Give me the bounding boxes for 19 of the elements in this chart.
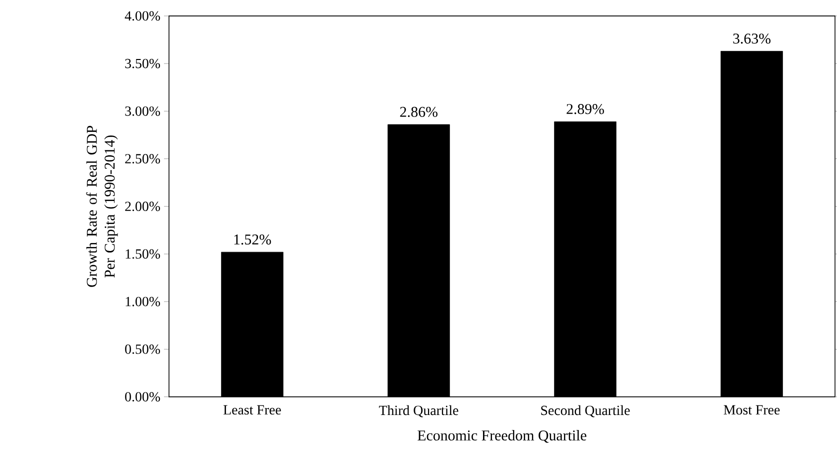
y-tick-label: 2.00%	[125, 202, 160, 212]
x-tick-label: Third Quartile	[379, 405, 458, 418]
x-tick-label: Second Quartile	[541, 405, 630, 418]
x-tick-label: Most Free	[724, 405, 780, 415]
y-tick-label: 3.50%	[125, 59, 160, 68]
y-tick-label: 1.50%	[126, 249, 160, 259]
y-tick-label: 4.00%	[124, 11, 160, 21]
y-tick-label: 1.00%	[126, 297, 160, 307]
x-tick-label: Least Free	[223, 405, 281, 415]
y-tick-label: 3.00%	[125, 106, 160, 116]
data-label: 1.52%	[234, 234, 271, 245]
x-axis-title: Economic Freedom Quartile	[418, 430, 586, 443]
data-label: 3.63%	[733, 34, 770, 44]
y-tick-label: 2.50%	[125, 154, 160, 164]
data-label: 2.89%	[566, 104, 604, 114]
y-tick-label: 0.50%	[125, 344, 160, 354]
y-tick-label: 0.00%	[125, 392, 160, 402]
data-label: 2.86%	[400, 107, 438, 118]
y-axis-title: Growth Rate of Real GDP Per Capita (1990-2014)	[86, 126, 118, 288]
